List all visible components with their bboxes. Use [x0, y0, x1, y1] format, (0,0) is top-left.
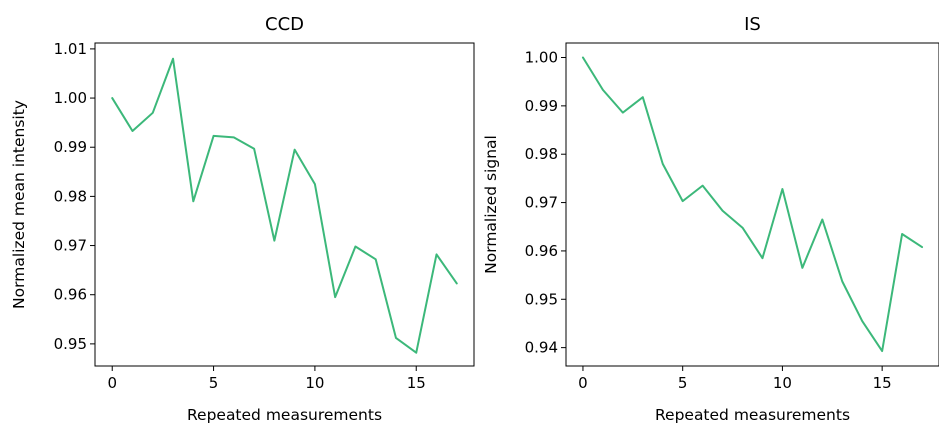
plot-frame-is [565, 42, 939, 367]
series-line-ccd [111, 57, 458, 354]
y-tick-label: 0.99 [54, 138, 87, 156]
y-tick-label: 1.00 [525, 49, 558, 67]
x-tick-label: 15 [407, 374, 426, 392]
x-axis-label-ccd: Repeated measurements [187, 406, 382, 424]
series-line-is [581, 56, 924, 353]
chart-ccd: 0 5 10 15 0.95 0.96 0.97 0.98 0.99 1.00 1.01 CCD Rep… [10, 14, 475, 424]
y-tick-label: 0.94 [525, 339, 558, 357]
y-axis-label-is: Normalized signal [482, 135, 500, 274]
y-tick-label: 0.97 [54, 237, 87, 255]
x-tick-label: 0 [578, 374, 588, 392]
chart-title-ccd: CCD [265, 14, 304, 35]
x-tick-label: 5 [678, 374, 688, 392]
y-tick-label: 1.01 [54, 40, 87, 58]
x-axis-label-is: Repeated measurements [655, 406, 850, 424]
y-axis-label-ccd: Normalized mean intensity [10, 100, 28, 309]
x-tick-label: 5 [209, 374, 219, 392]
y-tick-label: 0.98 [525, 145, 558, 163]
y-tick-label: 0.99 [525, 97, 558, 115]
y-tick-label: 0.95 [525, 290, 558, 308]
y-tick-label: 0.95 [54, 335, 87, 353]
x-tick-label: 10 [305, 374, 324, 392]
y-tick-label: 1.00 [54, 89, 87, 107]
chart-is: 0 5 10 15 0.94 0.95 0.96 0.97 0.98 0.99 1.00 IS Repe… [482, 14, 939, 424]
x-tick-label: 15 [873, 374, 892, 392]
y-tick-label: 0.96 [54, 286, 87, 304]
x-tick-label: 0 [107, 374, 117, 392]
y-tick-label: 0.96 [525, 242, 558, 260]
plot-frame-ccd [94, 42, 475, 367]
y-tick-label: 0.97 [525, 194, 558, 212]
y-tick-label: 0.98 [54, 187, 87, 205]
x-tick-label: 10 [773, 374, 792, 392]
chart-title-is: IS [744, 14, 761, 35]
